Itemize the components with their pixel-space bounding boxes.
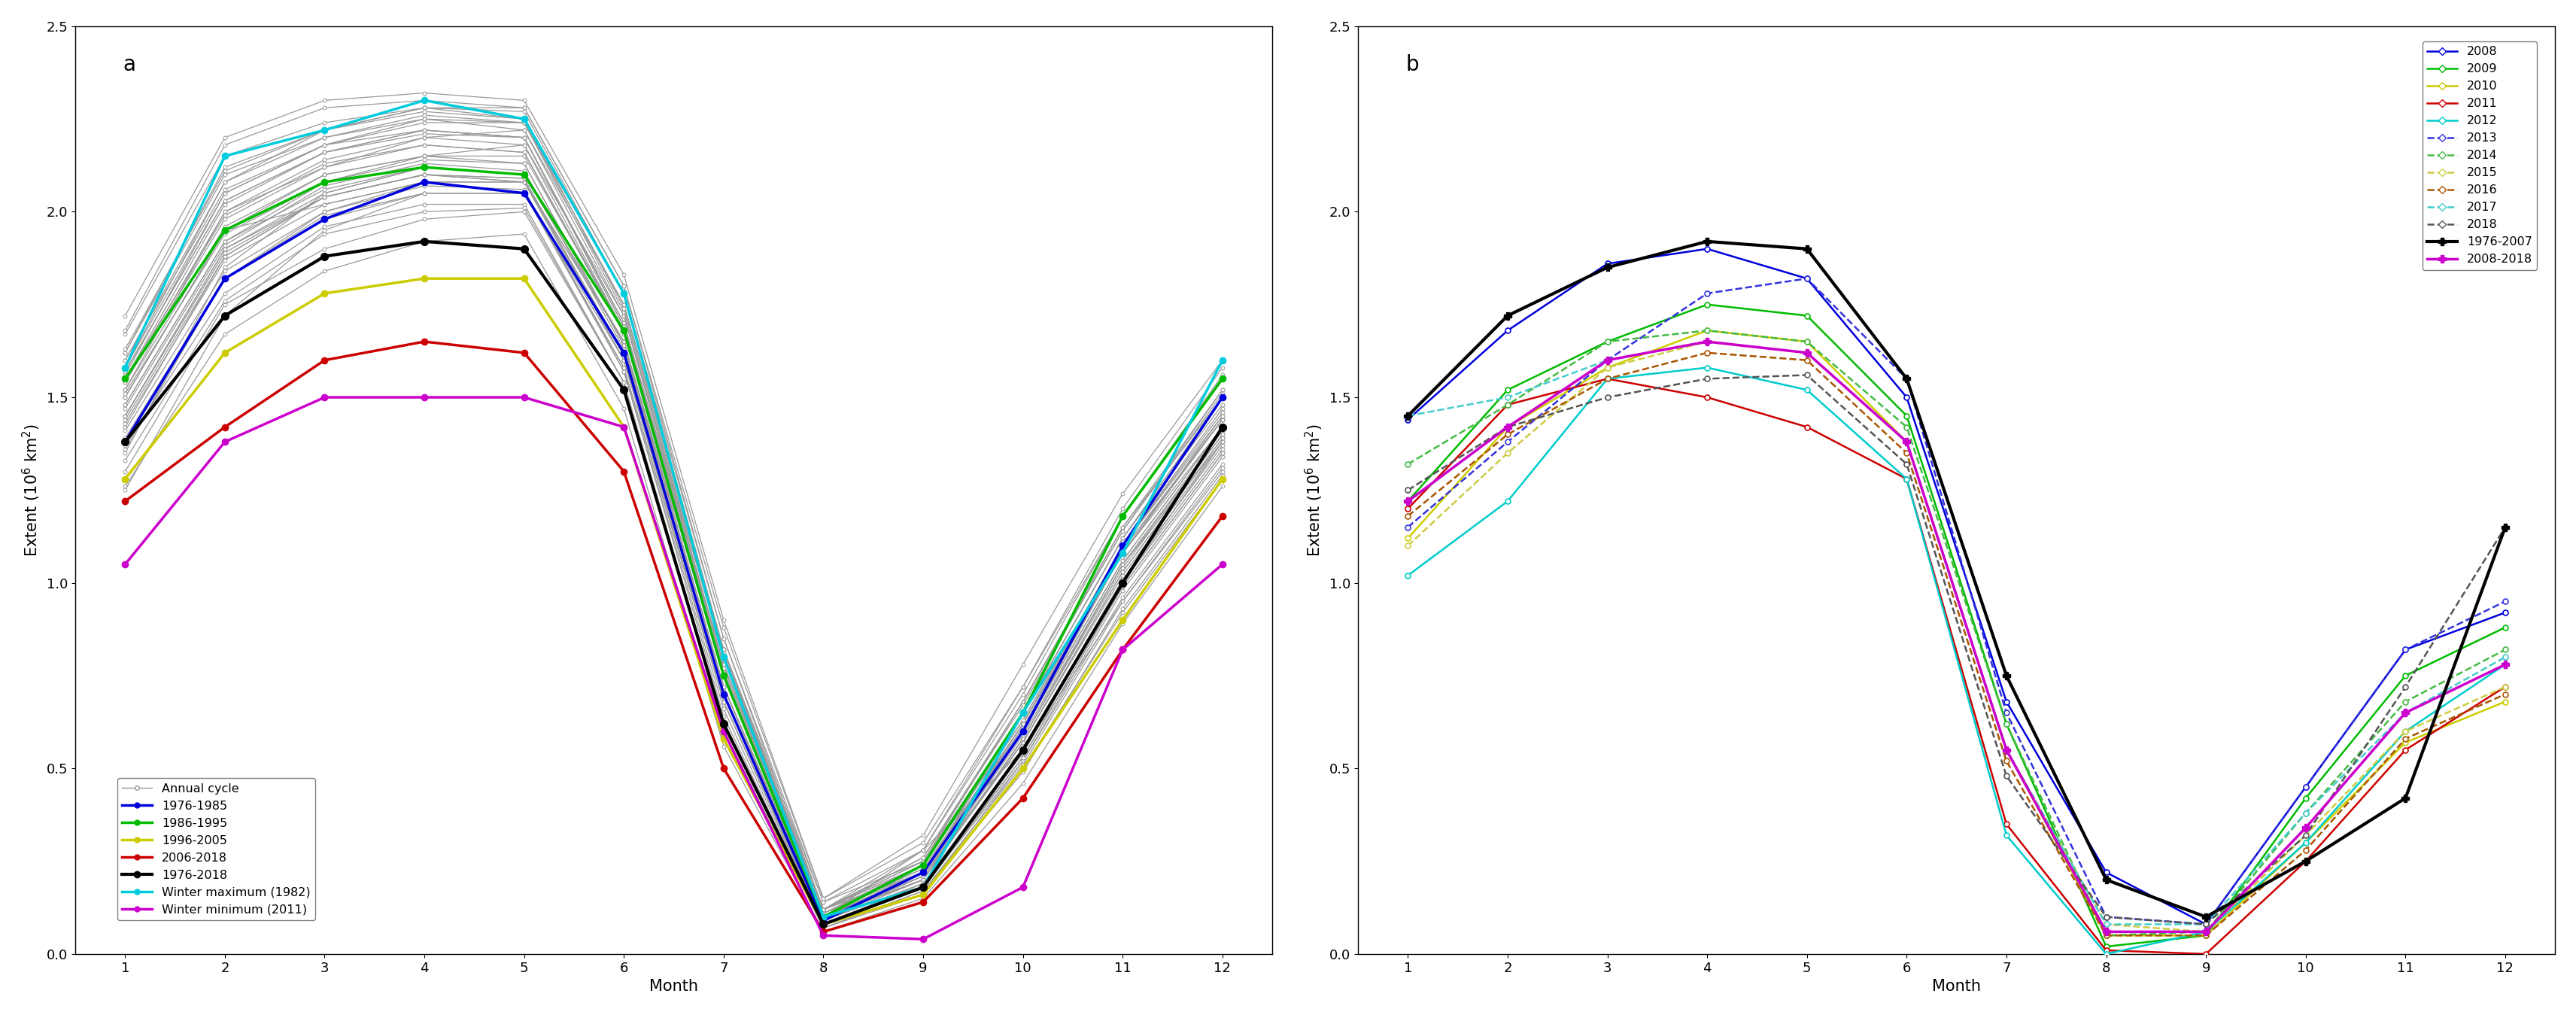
Y-axis label: Extent (10$^6$ km$^2$): Extent (10$^6$ km$^2$) — [1303, 423, 1324, 556]
X-axis label: Month: Month — [649, 979, 698, 994]
Legend: Annual cycle, 1976-1985, 1986-1995, 1996-2005, 2006-2018, 1976-2018, Winter maxi: Annual cycle, 1976-1985, 1986-1995, 1996… — [116, 779, 314, 921]
X-axis label: Month: Month — [1932, 979, 1981, 994]
Legend: 2008, 2009, 2010, 2011, 2012, 2013, 2014, 2015, 2016, 2017, 2018, 1976-2007, 200: 2008, 2009, 2010, 2011, 2012, 2013, 2014… — [2421, 42, 2537, 270]
Text: a: a — [124, 54, 137, 75]
Text: b: b — [1406, 54, 1419, 75]
Y-axis label: Extent (10$^6$ km$^2$): Extent (10$^6$ km$^2$) — [21, 423, 41, 556]
